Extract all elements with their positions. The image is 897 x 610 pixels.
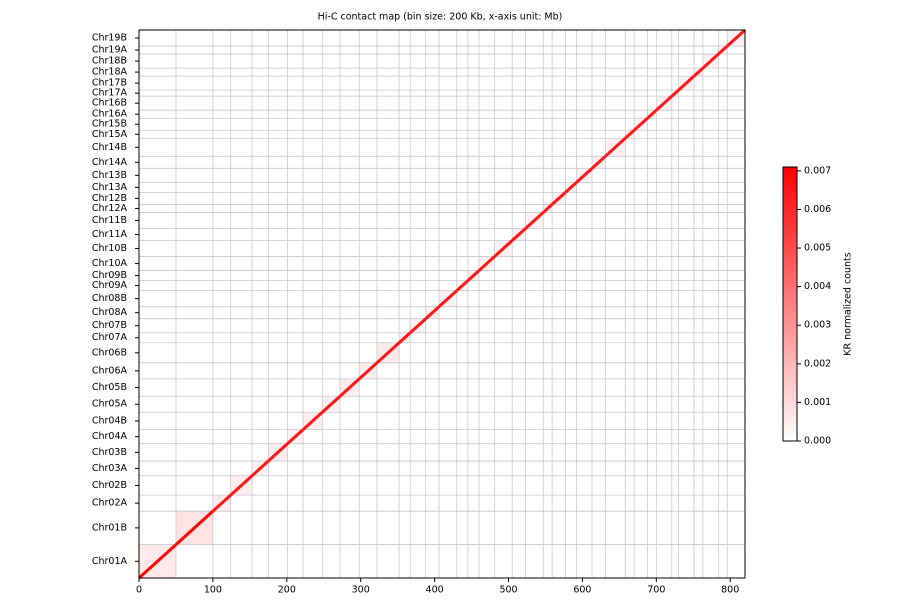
y-tick-label: Chr06A [92,365,128,376]
y-tick-label: Chr13A [92,182,128,193]
diagonal [511,227,527,242]
y-tick-label: Chr16A [92,109,128,120]
y-tick-label: Chr08B [92,293,127,304]
y-tick-label: Chr17B [92,78,127,89]
diagonal [551,191,567,206]
y-tick-label: Chr09B [92,270,127,281]
colorbar-tick-label: 0.000 [804,436,831,447]
diagonal [424,305,441,320]
diagonal [575,167,594,184]
diagonal [604,137,627,158]
x-tick-label: 0 [136,585,142,596]
diagonal [633,117,649,132]
y-tick-label: Chr15A [92,129,128,140]
diagonal [493,239,514,258]
plot-frame [138,29,746,579]
colorbar [782,166,798,442]
diagonal [655,95,673,112]
y-tick-label: Chr09A [92,280,128,291]
colorbar-tick-label: 0.007 [804,165,831,176]
diagonal [211,494,232,513]
diagonal [286,428,305,445]
diagonal [137,543,177,580]
y-tick-label: Chr08A [92,307,128,318]
x-tick-label: 500 [499,585,517,596]
colorbar-tick-label: 0.003 [804,320,831,331]
diagonal [646,109,658,120]
y-tick-label: Chr05A [92,399,128,410]
chart-title: Hi-C contact map (bin size: 200 Kb, x-ax… [318,12,563,23]
diagonal [375,341,401,364]
x-tick-label: 600 [573,585,591,596]
y-tick-label: Chr12A [92,203,128,214]
diagonal [564,181,578,194]
y-tick-label: Chr16B [92,98,127,109]
x-tick-label: 300 [352,585,370,596]
diagonal [409,317,427,334]
colorbar-tick-label: 0.006 [804,204,831,215]
colorbar-tick-label: 0.002 [804,358,831,369]
y-tick-label: Chr04B [92,415,127,426]
diagonal [542,203,554,214]
x-tick-label: 800 [721,585,739,596]
y-tick-label: Chr01B [92,522,127,533]
y-tick-label: Chr19A [92,45,128,56]
y-tick-label: Chr11A [92,229,128,240]
colorbar-tick-label: 0.004 [804,281,831,292]
y-tick-label: Chr10B [92,243,127,254]
y-tick-label: Chr12B [92,193,127,204]
diagonal [693,66,704,78]
colorbar-label: KR normalized counts [843,252,854,355]
diagonal [302,411,324,431]
diagonal [670,89,680,98]
y-tick-label: Chr14A [92,157,128,168]
diagonal [267,442,289,463]
x-tick-label: 200 [278,585,296,596]
y-tick-label: Chr03A [92,463,128,474]
x-tick-label: 700 [647,585,665,596]
diagonal [477,255,496,272]
diagonal [466,269,480,282]
diagonal [717,44,729,56]
y-tick-label: Chr11B [92,215,127,226]
y-tick-label: Chr14B [92,142,127,153]
diagonal [591,155,607,170]
y-tick-label: Chr13B [92,170,127,181]
diagonal [229,474,254,497]
y-tick-label: Chr15B [92,119,127,130]
y-tick-label: Chr18B [92,56,127,67]
y-tick-label: Chr02B [92,480,127,491]
y-tick-label: Chr05B [92,382,127,393]
y-tick-label: Chr17A [92,88,128,99]
diagonal [701,52,720,70]
y-tick-label: Chr07A [92,332,128,343]
diagonal [677,74,696,92]
y-tick-label: Chr01A [92,556,128,567]
diagonal [438,289,458,308]
diagonal [726,28,747,48]
y-tick-label: Chr19B [92,33,127,44]
y-tick-label: Chr04A [92,431,128,442]
diagonal [174,510,214,546]
y-tick-label: Chr06B [92,347,127,358]
y-tick-label: Chr10A [92,258,128,269]
x-tick-label: 400 [426,585,444,596]
colorbar-tick-label: 0.005 [804,243,831,254]
y-tick-label: Chr18A [92,67,128,78]
y-tick-label: Chr03B [92,447,127,458]
y-tick-label: Chr07B [92,320,127,331]
diagonal [321,395,342,414]
diagonal [624,129,636,140]
diagonal [358,361,378,380]
diagonal [398,331,412,344]
y-tick-label: Chr02A [92,498,128,509]
diagonal [339,377,361,398]
diagonal [524,211,545,230]
diagonal [251,459,270,477]
x-tick-label: 100 [204,585,222,596]
diagonal [455,279,469,292]
colorbar-tick-label: 0.001 [804,397,831,408]
